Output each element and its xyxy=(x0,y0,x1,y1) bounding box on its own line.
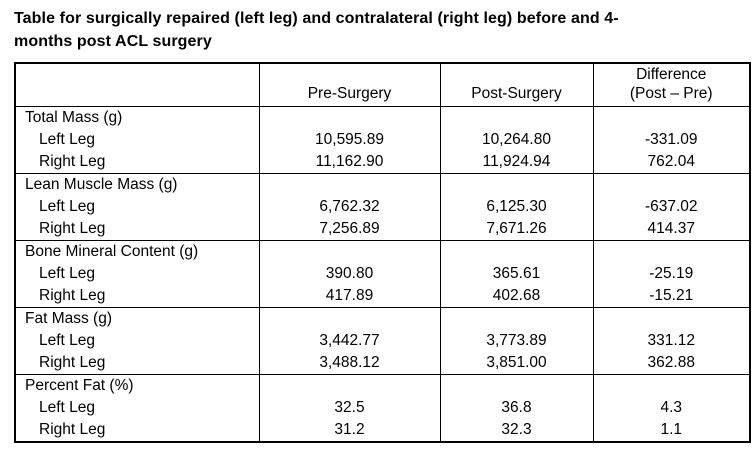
header-pre-surgery: Pre-Surgery xyxy=(258,63,440,106)
diff-value: -637.02 xyxy=(592,195,750,218)
post-value: 6,125.30 xyxy=(439,195,593,218)
empty-cell xyxy=(592,306,750,330)
pre-value: 3,488.12 xyxy=(258,351,440,374)
post-value: 402.68 xyxy=(439,284,593,307)
pre-value: 32.5 xyxy=(258,396,440,419)
table-row: Right Leg 7,256.89 7,671.26 414.37 xyxy=(15,217,750,240)
diff-value: 331.12 xyxy=(592,329,750,352)
pre-value: 31.2 xyxy=(258,418,440,442)
diff-value: 762.04 xyxy=(592,150,750,173)
header-difference: Difference (Post – Pre) xyxy=(592,63,750,106)
table-row: Right Leg 417.89 402.68 -15.21 xyxy=(15,284,750,307)
row-label: Right Leg xyxy=(39,286,106,304)
header-row: Pre-Surgery Post-Surgery Difference (Pos… xyxy=(15,63,750,106)
row-label: Right Leg xyxy=(39,353,106,371)
empty-cell xyxy=(258,105,440,129)
table-row: Fat Mass (g) xyxy=(15,306,750,330)
post-value: 3,851.00 xyxy=(439,351,593,374)
header-difference-line1: Difference xyxy=(636,65,707,83)
table-row: Total Mass (g) xyxy=(15,105,750,129)
empty-cell xyxy=(592,373,750,397)
diff-value: -15.21 xyxy=(592,284,750,307)
post-value: 10,264.80 xyxy=(439,128,593,151)
row-label: Right Leg xyxy=(39,420,106,438)
pre-value: 390.80 xyxy=(258,262,440,285)
table-row: Left Leg 3,442.77 3,773.89 331.12 xyxy=(15,329,750,352)
section-label: Percent Fat (%) xyxy=(15,373,259,397)
table-row: Right Leg 31.2 32.3 1.1 xyxy=(15,418,750,442)
table-row: Percent Fat (%) xyxy=(15,373,750,397)
pre-value: 10,595.89 xyxy=(258,128,440,151)
pre-value: 7,256.89 xyxy=(258,217,440,240)
row-label: Left Leg xyxy=(39,398,96,416)
empty-cell xyxy=(439,172,593,196)
table-row: Right Leg 3,488.12 3,851.00 362.88 xyxy=(15,351,750,374)
post-value: 3,773.89 xyxy=(439,329,593,352)
header-difference-line2: (Post – Pre) xyxy=(629,84,713,102)
table-row: Right Leg 11,162.90 11,924.94 762.04 xyxy=(15,150,750,173)
empty-cell xyxy=(592,172,750,196)
empty-cell xyxy=(258,373,440,397)
post-value: 365.61 xyxy=(439,262,593,285)
diff-value: 362.88 xyxy=(592,351,750,374)
row-label: Left Leg xyxy=(39,197,96,215)
row-label: Left Leg xyxy=(39,264,96,282)
pre-value: 11,162.90 xyxy=(258,150,440,173)
row-label: Right Leg xyxy=(39,219,106,237)
header-post-surgery: Post-Surgery xyxy=(439,63,593,106)
header-row-label-col xyxy=(15,63,259,106)
empty-cell xyxy=(439,306,593,330)
table-row: Left Leg 6,762.32 6,125.30 -637.02 xyxy=(15,195,750,218)
pre-value: 3,442.77 xyxy=(258,329,440,352)
post-value: 36.8 xyxy=(439,396,593,419)
row-label: Left Leg xyxy=(39,331,96,349)
row-label: Right Leg xyxy=(39,152,106,170)
post-value: 11,924.94 xyxy=(439,150,593,173)
diff-value: -25.19 xyxy=(592,262,750,285)
section-label: Total Mass (g) xyxy=(15,105,259,129)
empty-cell xyxy=(439,105,593,129)
document-page: Table for surgically repaired (left leg)… xyxy=(14,10,751,443)
section-label: Fat Mass (g) xyxy=(15,306,259,330)
page-title: Table for surgically repaired (left leg)… xyxy=(14,10,619,50)
table-row: Left Leg 10,595.89 10,264.80 -331.09 xyxy=(15,128,750,151)
pre-value: 417.89 xyxy=(258,284,440,307)
pre-value: 6,762.32 xyxy=(258,195,440,218)
row-label: Left Leg xyxy=(39,130,96,148)
empty-cell xyxy=(258,306,440,330)
table-row: Left Leg 390.80 365.61 -25.19 xyxy=(15,262,750,285)
diff-value: 4.3 xyxy=(592,396,750,419)
empty-cell xyxy=(258,172,440,196)
post-value: 7,671.26 xyxy=(439,217,593,240)
table-row: Left Leg 32.5 36.8 4.3 xyxy=(15,396,750,419)
post-value: 32.3 xyxy=(439,418,593,442)
table-row: Lean Muscle Mass (g) xyxy=(15,172,750,196)
empty-cell xyxy=(258,239,440,263)
section-label: Lean Muscle Mass (g) xyxy=(15,172,259,196)
empty-cell xyxy=(592,239,750,263)
empty-cell xyxy=(439,373,593,397)
empty-cell xyxy=(592,105,750,129)
section-label: Bone Mineral Content (g) xyxy=(15,239,259,263)
table-row: Bone Mineral Content (g) xyxy=(15,239,750,263)
acl-surgery-table: Pre-Surgery Post-Surgery Difference (Pos… xyxy=(14,62,751,443)
empty-cell xyxy=(439,239,593,263)
diff-value: 414.37 xyxy=(592,217,750,240)
diff-value: 1.1 xyxy=(592,418,750,442)
diff-value: -331.09 xyxy=(592,128,750,151)
